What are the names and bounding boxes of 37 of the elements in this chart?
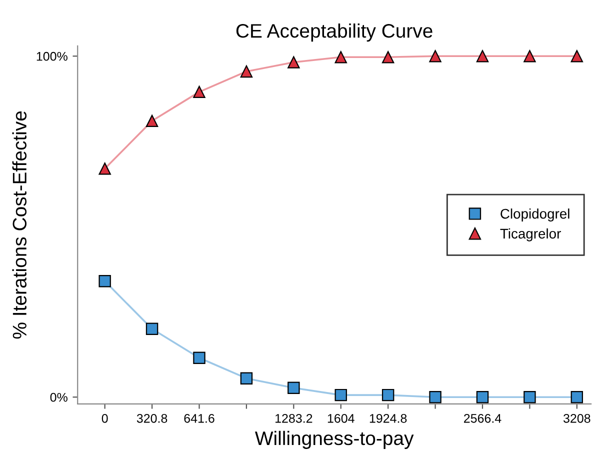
x-tick-label: 1604 — [328, 414, 354, 423]
point — [334, 51, 347, 64]
point — [240, 372, 253, 384]
x-axis-title: Willingness-to-pay — [254, 430, 414, 449]
y-axis-title: % Iterations Cost-Effective — [12, 111, 27, 339]
chart-title: CE Acceptability Curve — [236, 23, 432, 42]
point — [382, 51, 394, 64]
point — [288, 382, 300, 394]
x-tick-label: 3208 — [563, 414, 590, 423]
point — [288, 56, 300, 68]
point — [429, 50, 442, 62]
point — [193, 352, 206, 364]
x-tick-label: 1283.2 — [276, 414, 312, 423]
x-tick-label: 0 — [102, 414, 108, 423]
x-tick-label: 2566.4 — [464, 414, 502, 423]
x-tick-label: 641.6 — [184, 414, 214, 423]
point — [98, 162, 111, 175]
point — [146, 322, 158, 336]
legend-label: Clopidogrel — [500, 208, 570, 222]
point — [570, 390, 584, 404]
legend-label: Ticagrelor — [500, 228, 561, 242]
point — [98, 275, 111, 288]
point — [429, 390, 442, 404]
point — [476, 50, 489, 62]
y-tick-label: 0% — [50, 392, 68, 402]
point — [240, 65, 253, 78]
x-tick-label: 1924.8 — [370, 414, 407, 423]
point — [570, 50, 584, 62]
point — [193, 86, 206, 98]
x-tick-label: 320.8 — [136, 414, 168, 423]
point — [334, 388, 347, 402]
point — [476, 390, 489, 404]
point — [146, 114, 158, 128]
point — [524, 390, 536, 404]
point — [382, 388, 394, 402]
y-tick-label: 100% — [36, 52, 68, 61]
point — [524, 50, 536, 62]
